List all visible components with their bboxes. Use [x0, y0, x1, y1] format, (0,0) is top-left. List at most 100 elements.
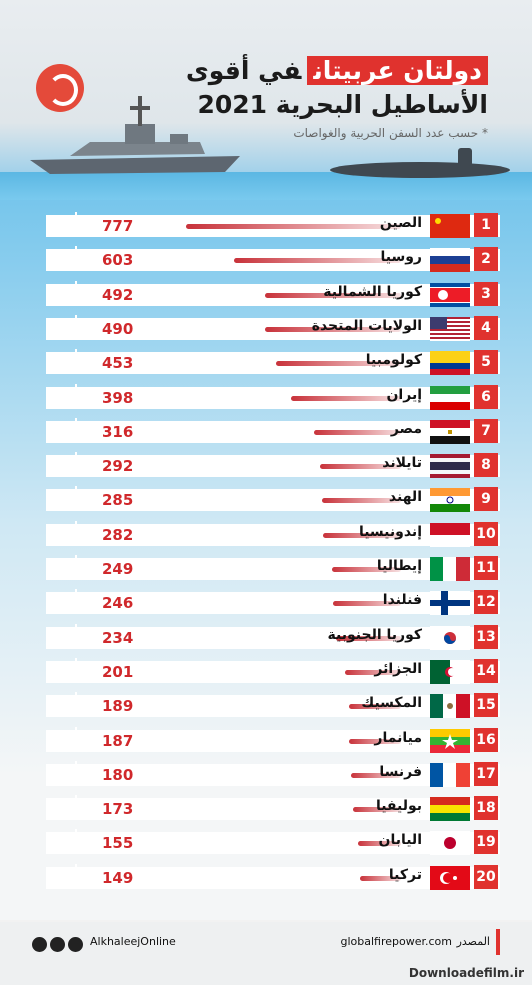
myanmar-flag-icon: [430, 728, 470, 753]
ship-silhouette-icon: [46, 349, 102, 375]
table-row: 282 إندونيسيا 10: [46, 520, 500, 547]
twitter-icon[interactable]: [68, 937, 83, 952]
warship-icon: [30, 96, 240, 174]
table-row: 453 كولومبيا 5: [46, 348, 500, 376]
bar: [348, 704, 401, 710]
row-base: [46, 592, 500, 615]
country-name: بوليفيا: [375, 798, 422, 815]
country-name: كوريا الشمالية: [323, 283, 422, 300]
bar: [332, 567, 401, 572]
rank-badge: 7: [474, 418, 498, 443]
ship-silhouette-icon: [46, 726, 102, 752]
ship-silhouette-icon: [46, 692, 102, 718]
rank-badge: 16: [474, 727, 498, 752]
japan-flag-icon: [430, 831, 470, 856]
ship-silhouette-icon: [46, 657, 102, 683]
bar-value-label: 292: [102, 457, 134, 476]
rank-badge: 5: [474, 350, 498, 375]
country-name: الصين: [379, 215, 422, 231]
bar-value-label: 249: [102, 560, 134, 578]
country-name: ميانمار: [374, 729, 422, 746]
rank-badge: 1: [474, 213, 498, 237]
russia-flag-icon: [430, 248, 470, 273]
south-korea-flag-icon: [430, 625, 470, 650]
ship-silhouette-icon: [46, 383, 102, 409]
bar-value-label: 189: [102, 697, 134, 716]
bar: [332, 601, 401, 607]
source-url: globalfirepower.com: [340, 935, 452, 948]
ship-silhouette-icon: [46, 829, 102, 855]
rank-badge: 4: [474, 315, 498, 340]
thailand-flag-icon: [430, 454, 470, 479]
bar: [322, 498, 401, 504]
country-name: كولومبيا: [365, 352, 422, 369]
bar-value-label: 603: [102, 251, 134, 270]
row-base: [46, 660, 500, 683]
ship-silhouette-icon: [46, 795, 102, 821]
table-row: 316 مصر 7: [46, 417, 500, 444]
ship-silhouette-icon: [46, 212, 102, 237]
rank-badge: 12: [474, 590, 498, 615]
row-base: [46, 489, 500, 512]
watermark: Downloadefilm.ir: [408, 966, 524, 980]
rank-badge: 2: [474, 247, 498, 272]
china-flag-icon: [430, 214, 470, 238]
table-row: 246 فنلندا 12: [46, 588, 500, 616]
ship-silhouette-icon: [46, 246, 102, 272]
rank-badge: 8: [474, 453, 498, 478]
bar: [336, 635, 401, 641]
table-row: 398 إيران 6: [46, 383, 500, 410]
algeria-flag-icon: [430, 659, 470, 684]
country-name: الهند: [388, 489, 422, 506]
country-name: فرنسا: [379, 763, 422, 780]
iran-flag-icon: [430, 385, 470, 410]
instagram-icon[interactable]: [50, 937, 65, 952]
bar: [320, 464, 401, 470]
country-name: الولايات المتحدة: [311, 317, 422, 334]
ship-silhouette-icon: [46, 623, 102, 649]
row-base: [46, 352, 500, 375]
bar: [359, 875, 401, 881]
bar-value-label: 173: [102, 800, 134, 819]
bar-value-label: 234: [102, 628, 134, 647]
country-name: إيران: [386, 386, 422, 403]
table-row: 777 الصين 1: [46, 211, 500, 238]
rank-badge: 19: [474, 830, 498, 855]
rank-badge: 6: [474, 384, 498, 409]
facebook-icon[interactable]: [32, 937, 47, 952]
country-name: روسيا: [380, 249, 422, 266]
bar-value-label: 453: [102, 354, 134, 373]
rank-badge: 14: [474, 658, 498, 683]
ship-silhouette-icon: [46, 520, 102, 546]
table-row: 285 الهند 9: [46, 485, 500, 513]
bar: [358, 841, 401, 847]
bar-value-label: 316: [102, 422, 134, 441]
country-name: فنلندا: [382, 592, 422, 609]
table-row: 149 تركيا 20: [46, 863, 500, 890]
rank-badge: 18: [474, 796, 498, 821]
italy-flag-icon: [430, 557, 470, 581]
egypt-flag-icon: [430, 419, 470, 444]
page-title: دولتان عربيتانفي أقوى: [186, 56, 488, 85]
ship-silhouette-icon: [46, 863, 102, 889]
bar: [351, 772, 401, 778]
country-name: تركيا: [388, 866, 422, 883]
colombia-flag-icon: [430, 351, 470, 376]
social-handle: AlkhaleejOnline: [90, 935, 176, 948]
country-name: الجزائر: [374, 660, 422, 677]
title-rest: في أقوى: [185, 56, 302, 85]
india-flag-icon: [430, 488, 470, 513]
bar-value-label: 149: [102, 868, 134, 887]
bar-value-label: 492: [102, 285, 134, 304]
ship-silhouette-icon: [46, 314, 102, 340]
bar-value-label: 246: [102, 594, 134, 613]
ship-silhouette-icon: [46, 760, 102, 786]
footer: [0, 922, 532, 985]
source-accent: [496, 929, 500, 955]
table-row: 155 اليابان 19: [46, 828, 500, 856]
table-row: 490 الولايات المتحدة 4: [46, 314, 500, 341]
rank-badge: 15: [474, 693, 498, 718]
table-row: 187 ميانمار 16: [46, 726, 500, 753]
table-row: 603 روسيا 2: [46, 245, 500, 273]
table-row: 201 الجزائر 14: [46, 657, 500, 684]
